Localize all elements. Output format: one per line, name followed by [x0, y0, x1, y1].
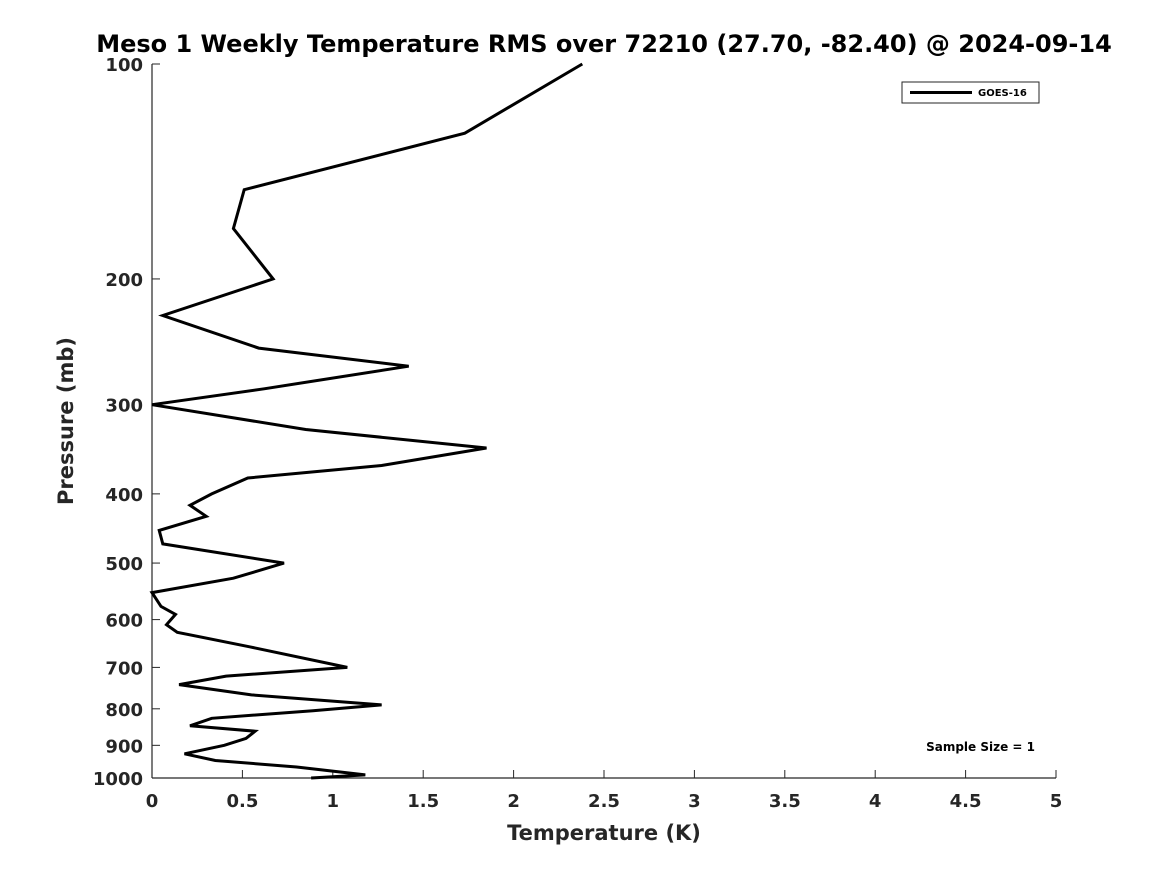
- y-tick-label: 1000: [93, 769, 143, 790]
- x-tick-label: 0.5: [226, 791, 258, 812]
- y-tick-label: 700: [105, 658, 143, 679]
- y-tick-label: 100: [105, 55, 143, 76]
- x-ticks: 0 0.5 1 1.5 2 2.5 3 3.5 4 4.5 5: [146, 770, 1063, 812]
- y-axis-label: Pressure (mb): [54, 337, 78, 505]
- y-tick-label: 300: [105, 396, 143, 417]
- sample-size-annotation: Sample Size = 1: [926, 740, 1035, 754]
- x-tick-label: 5: [1050, 791, 1063, 812]
- y-tick-label: 500: [105, 554, 143, 575]
- x-tick-label: 4.5: [950, 791, 982, 812]
- x-tick-label: 2: [507, 791, 520, 812]
- x-tick-label: 3.5: [769, 791, 801, 812]
- x-tick-label: 1: [327, 791, 340, 812]
- y-tick-label: 900: [105, 736, 143, 757]
- x-tick-label: 2.5: [588, 791, 620, 812]
- legend-entry-goes-16: GOES-16: [978, 88, 1027, 99]
- y-tick-label: 200: [105, 270, 143, 291]
- y-ticks: 100 200 300 400 500 600 700 800 900 1000: [93, 55, 160, 790]
- y-tick-label: 600: [105, 611, 143, 632]
- y-tick-label: 800: [105, 700, 143, 721]
- y-tick-label: 400: [105, 485, 143, 506]
- x-tick-label: 3: [688, 791, 701, 812]
- x-tick-label: 0: [146, 791, 159, 812]
- series-lines: [149, 62, 584, 780]
- series-line-goes-16: [149, 62, 584, 780]
- x-axis-label: Temperature (K): [507, 821, 701, 845]
- chart-title: Meso 1 Weekly Temperature RMS over 72210…: [96, 30, 1112, 58]
- x-tick-label: 4: [869, 791, 882, 812]
- x-tick-label: 1.5: [407, 791, 439, 812]
- legend: GOES-16: [901, 81, 1040, 104]
